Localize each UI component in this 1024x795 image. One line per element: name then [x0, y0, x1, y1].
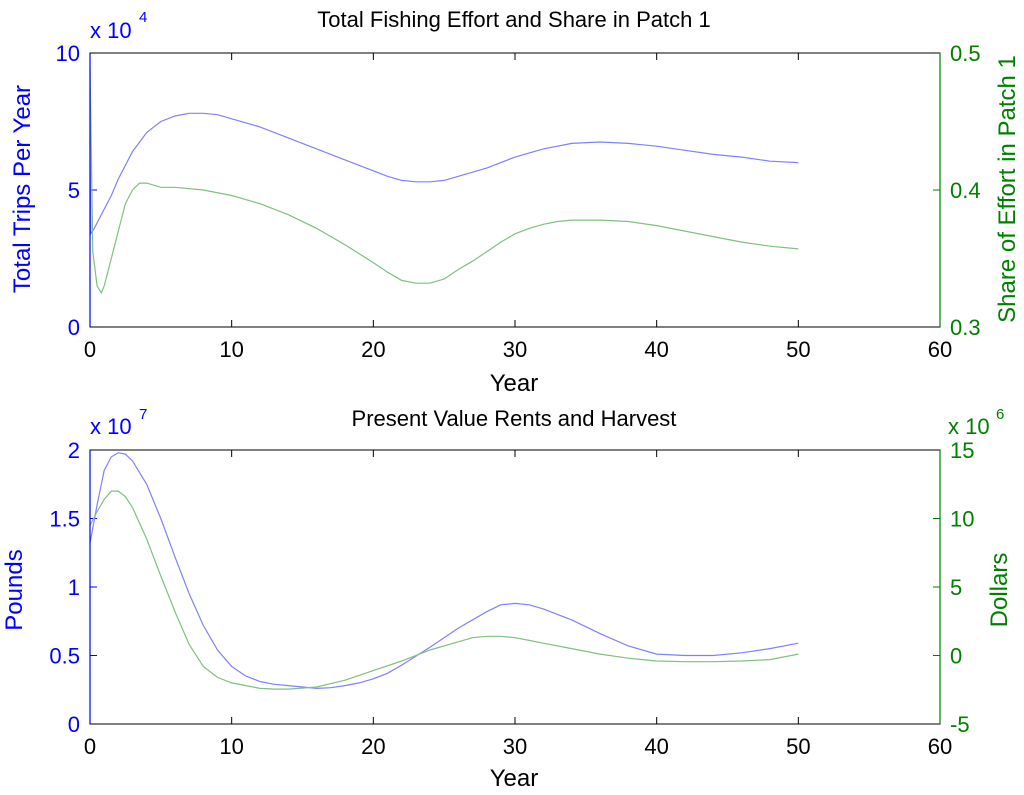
left-tick-label: 0 [68, 315, 80, 340]
left-multiplier-exponent: 7 [139, 406, 147, 423]
axes-frame [89, 52, 941, 328]
left-multiplier-exponent: 4 [139, 9, 147, 26]
right-multiplier-base: x 10 [948, 414, 990, 439]
x-axis-label: Year [490, 765, 539, 792]
left-tick-label: 1 [68, 575, 80, 600]
chart-title: Present Value Rents and Harvest [352, 406, 677, 431]
left-tick-label: 0.5 [49, 644, 80, 669]
x-tick-label: 60 [928, 734, 952, 759]
y-axis-label-left: Pounds [1, 549, 28, 630]
x-tick-label: 0 [84, 734, 96, 759]
x-tick-label: 20 [361, 734, 385, 759]
axes-frame [89, 449, 941, 725]
left-tick-label: 5 [68, 178, 80, 203]
left-multiplier: x 10 7 [90, 406, 147, 439]
left-tick-labels: 0 0.5 1 1.5 2 [49, 438, 80, 737]
y-axis-label-right: Dollars [986, 553, 1013, 628]
y-axis-label-right: Share of Effort in Patch 1 [994, 55, 1021, 323]
x-tick-label: 30 [503, 734, 527, 759]
x-tick-label: 30 [503, 337, 527, 362]
y-axis-label-left: Total Trips Per Year [9, 85, 36, 293]
right-tick-labels: -5 0 5 10 15 [950, 438, 974, 737]
series-line-right [89, 66, 799, 295]
x-tick-labels: 0 10 20 30 40 50 60 [84, 734, 952, 759]
right-tick-label: 10 [950, 507, 974, 532]
left-multiplier-base: x 10 [90, 414, 132, 439]
series-line-left [89, 452, 799, 690]
right-multiplier: x 10 6 [948, 406, 1004, 439]
x-tick-label: 0 [84, 337, 96, 362]
x-tick-label: 40 [644, 337, 668, 362]
x-tick-label: 50 [786, 337, 810, 362]
series-lines [89, 452, 799, 690]
right-tick-label: 5 [950, 575, 962, 600]
left-tick-label: 1.5 [49, 507, 80, 532]
x-tick-label: 10 [219, 337, 243, 362]
right-tick-label: -5 [950, 712, 970, 737]
x-tick-label: 50 [786, 734, 810, 759]
panel-effort: Total Fishing Effort and Share in Patch … [9, 7, 1021, 397]
right-tick-label: 0.3 [950, 315, 981, 340]
left-tick-label: 10 [56, 41, 80, 66]
right-tick-label: 0.4 [950, 178, 981, 203]
left-tick-labels: 0 5 10 [56, 41, 80, 340]
x-tick-labels: 0 10 20 30 40 50 60 [84, 337, 952, 362]
series-line-left [89, 112, 799, 236]
left-multiplier-base: x 10 [90, 18, 132, 43]
left-tick-label: 0 [68, 712, 80, 737]
right-tick-label: 0 [950, 644, 962, 669]
x-tick-label: 40 [644, 734, 668, 759]
series-line-right [89, 490, 799, 690]
right-tick-label: 15 [950, 438, 974, 463]
left-multiplier: x 10 4 [90, 9, 147, 43]
right-tick-label: 0.5 [950, 41, 981, 66]
x-axis-label: Year [490, 370, 539, 397]
chart-title: Total Fishing Effort and Share in Patch … [317, 7, 710, 32]
left-tick-label: 2 [68, 438, 80, 463]
x-tick-label: 10 [219, 734, 243, 759]
series-lines [89, 66, 799, 295]
right-tick-labels: 0.3 0.4 0.5 [950, 41, 981, 340]
x-tick-label: 60 [928, 337, 952, 362]
panel-rents-harvest: Present Value Rents and Harvest x 10 7 x… [1, 406, 1013, 792]
right-multiplier-exponent: 6 [996, 406, 1004, 423]
x-tick-label: 20 [361, 337, 385, 362]
